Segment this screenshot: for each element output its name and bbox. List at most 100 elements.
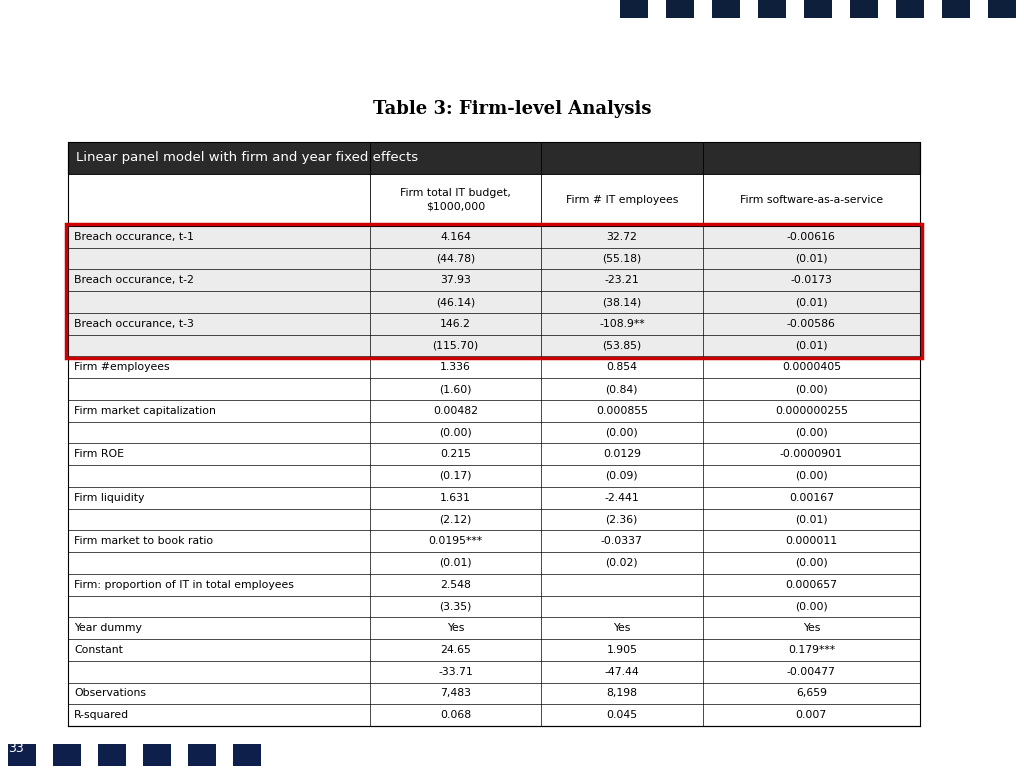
Bar — [68, 313, 920, 335]
Text: 1.905: 1.905 — [606, 645, 637, 655]
Bar — [98, 744, 126, 766]
Text: (0.00): (0.00) — [795, 471, 827, 481]
Text: 0.000011: 0.000011 — [785, 536, 838, 546]
Text: Table 3: Firm-level Analysis: Table 3: Firm-level Analysis — [373, 100, 651, 118]
Text: 0.854: 0.854 — [606, 362, 637, 372]
Text: (0.00): (0.00) — [795, 428, 827, 438]
Bar — [68, 552, 920, 574]
Bar — [68, 595, 920, 617]
Text: (0.01): (0.01) — [439, 558, 472, 568]
Text: Firm market to book ratio: Firm market to book ratio — [74, 536, 213, 546]
Bar — [233, 744, 261, 766]
Text: 8,198: 8,198 — [606, 688, 637, 698]
Bar — [66, 224, 922, 359]
Text: -23.21: -23.21 — [604, 276, 639, 286]
Text: 0.000657: 0.000657 — [785, 580, 838, 590]
Text: Linear panel model with firm and year fixed effects: Linear panel model with firm and year fi… — [76, 151, 418, 164]
Bar — [68, 443, 920, 465]
Text: (53.85): (53.85) — [602, 340, 641, 350]
Text: 7,483: 7,483 — [440, 688, 471, 698]
Bar — [68, 465, 920, 487]
Text: 0.00167: 0.00167 — [788, 493, 834, 503]
Text: Constant: Constant — [74, 645, 123, 655]
Text: Firm total IT budget,
$1000,000: Firm total IT budget, $1000,000 — [400, 188, 511, 212]
Bar — [8, 744, 36, 766]
Text: 0.00482: 0.00482 — [433, 406, 478, 415]
Text: 4.164: 4.164 — [440, 232, 471, 242]
Bar — [68, 335, 920, 356]
Bar — [942, 0, 970, 18]
Text: -0.00586: -0.00586 — [786, 319, 836, 329]
Text: of Business & Economics: of Business & Economics — [224, 45, 415, 59]
Text: Firm market capitalization: Firm market capitalization — [74, 406, 216, 415]
Bar — [896, 0, 924, 18]
Text: (0.00): (0.00) — [605, 428, 638, 438]
Text: (0.01): (0.01) — [795, 515, 827, 525]
Text: 1.336: 1.336 — [440, 362, 471, 372]
Bar — [143, 744, 171, 766]
Text: -0.0173: -0.0173 — [791, 276, 833, 286]
Text: -0.00477: -0.00477 — [786, 667, 836, 677]
Text: Yes: Yes — [803, 623, 820, 633]
Text: (2.12): (2.12) — [439, 515, 472, 525]
Text: 1.631: 1.631 — [440, 493, 471, 503]
Text: 32.72: 32.72 — [606, 232, 637, 242]
Text: (0.09): (0.09) — [605, 471, 638, 481]
Text: 2.548: 2.548 — [440, 580, 471, 590]
Text: (38.14): (38.14) — [602, 297, 641, 307]
Text: 0.0195***: 0.0195*** — [429, 536, 482, 546]
Text: MEMPHIS.: MEMPHIS. — [14, 35, 188, 65]
Bar — [68, 270, 920, 291]
Text: Breach occurance, t-3: Breach occurance, t-3 — [74, 319, 194, 329]
Text: (2.36): (2.36) — [605, 515, 638, 525]
Text: (0.01): (0.01) — [795, 253, 827, 263]
Text: 0.215: 0.215 — [440, 449, 471, 459]
Text: www.fcbe.memphis.edu: www.fcbe.memphis.edu — [864, 743, 1014, 756]
Text: Fogelman College: Fogelman College — [224, 16, 403, 34]
Text: R-squared: R-squared — [74, 710, 129, 720]
Text: -0.00616: -0.00616 — [786, 232, 836, 242]
Text: (46.14): (46.14) — [436, 297, 475, 307]
Bar — [804, 0, 831, 18]
Text: (0.02): (0.02) — [605, 558, 638, 568]
Text: Firm #employees: Firm #employees — [74, 362, 170, 372]
Text: (0.17): (0.17) — [439, 471, 472, 481]
Bar — [68, 400, 920, 422]
Text: (0.00): (0.00) — [795, 384, 827, 394]
Text: Firm # IT employees: Firm # IT employees — [565, 195, 678, 205]
Bar — [68, 660, 920, 683]
Text: -108.9**: -108.9** — [599, 319, 645, 329]
Bar — [68, 508, 920, 531]
Bar — [68, 704, 920, 726]
Bar — [68, 226, 920, 248]
Text: (0.00): (0.00) — [795, 558, 827, 568]
Text: -0.0337: -0.0337 — [601, 536, 643, 546]
Text: (0.00): (0.00) — [795, 601, 827, 611]
Bar — [188, 744, 216, 766]
Text: (0.00): (0.00) — [439, 428, 472, 438]
Text: Breach occurance, t-2: Breach occurance, t-2 — [74, 276, 194, 286]
Text: Firm: proportion of IT in total employees: Firm: proportion of IT in total employee… — [74, 580, 294, 590]
Text: (115.70): (115.70) — [432, 340, 479, 350]
Text: 146.2: 146.2 — [440, 319, 471, 329]
Text: 0.0129: 0.0129 — [603, 449, 641, 459]
Text: (0.01): (0.01) — [795, 340, 827, 350]
Text: Firm ROE: Firm ROE — [74, 449, 124, 459]
Bar — [68, 291, 920, 313]
Text: Firm liquidity: Firm liquidity — [74, 493, 144, 503]
Bar — [758, 0, 786, 18]
Bar — [68, 574, 920, 595]
Text: 6,659: 6,659 — [796, 688, 826, 698]
Text: -33.71: -33.71 — [438, 667, 473, 677]
Bar — [68, 487, 920, 508]
Text: Yes: Yes — [613, 623, 631, 633]
Bar — [68, 639, 920, 660]
Text: (44.78): (44.78) — [436, 253, 475, 263]
Text: -0.0000901: -0.0000901 — [780, 449, 843, 459]
Text: 0.000000255: 0.000000255 — [775, 406, 848, 415]
Text: Dreamers. Thinkers. Doers.: Dreamers. Thinkers. Doers. — [720, 35, 1021, 55]
Text: 24.65: 24.65 — [440, 645, 471, 655]
Text: 37.93: 37.93 — [440, 276, 471, 286]
Bar — [712, 0, 740, 18]
Text: Observations: Observations — [74, 688, 146, 698]
